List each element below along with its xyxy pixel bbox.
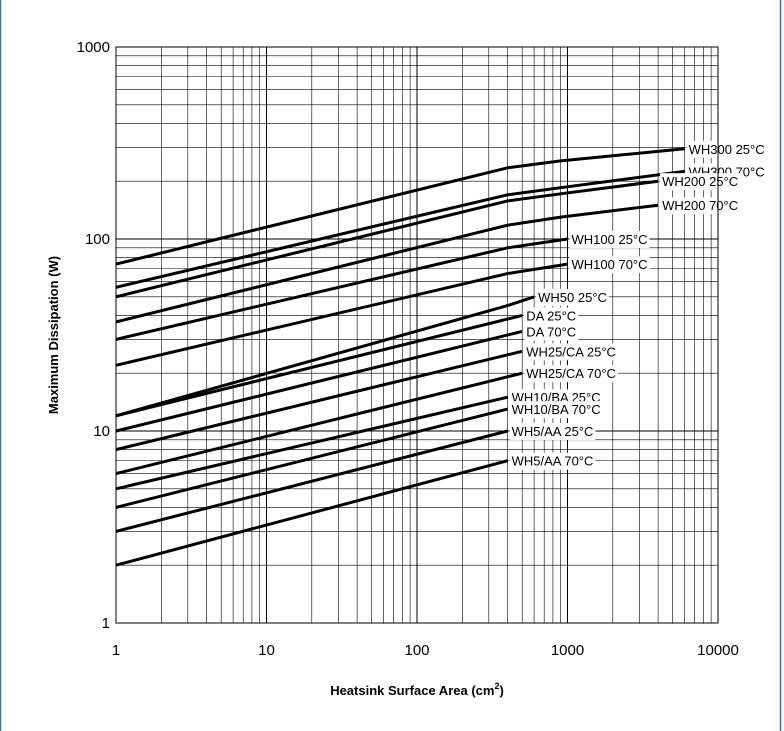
- series-label: WH100 70°C: [572, 257, 648, 272]
- series-line: [115, 203, 659, 324]
- series-label-background: [524, 365, 618, 383]
- series-label-background: [509, 401, 603, 419]
- series-label-background: [524, 343, 618, 361]
- y-tick-label: 100: [85, 231, 110, 248]
- x-tick-label: 100: [404, 642, 429, 659]
- series-line: [115, 237, 568, 341]
- x-tick-label: 10: [258, 642, 275, 659]
- x-tick-label: 1: [112, 642, 120, 659]
- y-axis-ticks: 1 10 100 1000: [77, 39, 110, 632]
- series-line: [115, 179, 659, 299]
- series-label-background: [569, 256, 650, 274]
- series-label: DA 25°C: [526, 308, 576, 323]
- x-axis-label-sup: 2: [494, 681, 499, 691]
- series-line: [115, 329, 523, 433]
- x-axis-label-text: Heatsink Surface Area (cm: [330, 683, 494, 698]
- series-label-background: [686, 140, 767, 158]
- series-label-background: [660, 197, 741, 215]
- series-line: [115, 349, 523, 452]
- series-label: WH50 25°C: [538, 290, 607, 305]
- x-tick-label: 1000: [551, 642, 584, 659]
- series-label-background: [660, 173, 741, 191]
- series-line: [115, 262, 568, 367]
- series-label-background: [524, 307, 579, 325]
- series-label: WH100 25°C: [572, 232, 648, 247]
- series-line: [115, 407, 508, 509]
- grid: [116, 47, 718, 623]
- series-line: [115, 147, 685, 266]
- y-tick-label: 1000: [77, 39, 110, 56]
- plot-area-border: [115, 46, 719, 624]
- series-label: WH300 25°C: [689, 142, 765, 157]
- series-line: [115, 313, 523, 418]
- series-label: WH25/CA 70°C: [526, 366, 616, 381]
- series-line: [115, 459, 508, 567]
- series-label-background: [524, 323, 579, 341]
- x-axis-ticks: 1 10 100 1000 10000: [112, 642, 739, 659]
- y-tick-label: 10: [93, 423, 110, 440]
- series-label-background: [569, 231, 650, 248]
- x-axis-label-suffix: ): [499, 683, 503, 698]
- series-lines: [115, 147, 685, 567]
- series-line: [115, 295, 535, 418]
- series-label: DA 70°C: [526, 324, 576, 339]
- series-line: [115, 371, 523, 476]
- series-label: WH200 70°C: [662, 198, 738, 213]
- series-label-background: [509, 452, 596, 470]
- series-label-background: [509, 423, 596, 440]
- series-label: WH10/BA 70°C: [512, 402, 601, 417]
- y-tick-label: 1: [102, 615, 110, 632]
- series-label: WH25/CA 25°C: [526, 344, 616, 359]
- y-axis-label: Maximum Dissipation (W): [46, 256, 61, 414]
- series-line: [115, 395, 508, 491]
- series-label: WH5/AA 25°C: [512, 424, 594, 439]
- series-line: [115, 169, 685, 289]
- x-axis-label: Heatsink Surface Area (cm2): [330, 681, 504, 698]
- series-label-background: [536, 288, 609, 306]
- series-label: WH5/AA 70°C: [512, 454, 594, 469]
- series-line: [115, 429, 508, 533]
- series-label: WH200 25°C: [662, 174, 738, 189]
- x-tick-label: 10000: [697, 642, 739, 659]
